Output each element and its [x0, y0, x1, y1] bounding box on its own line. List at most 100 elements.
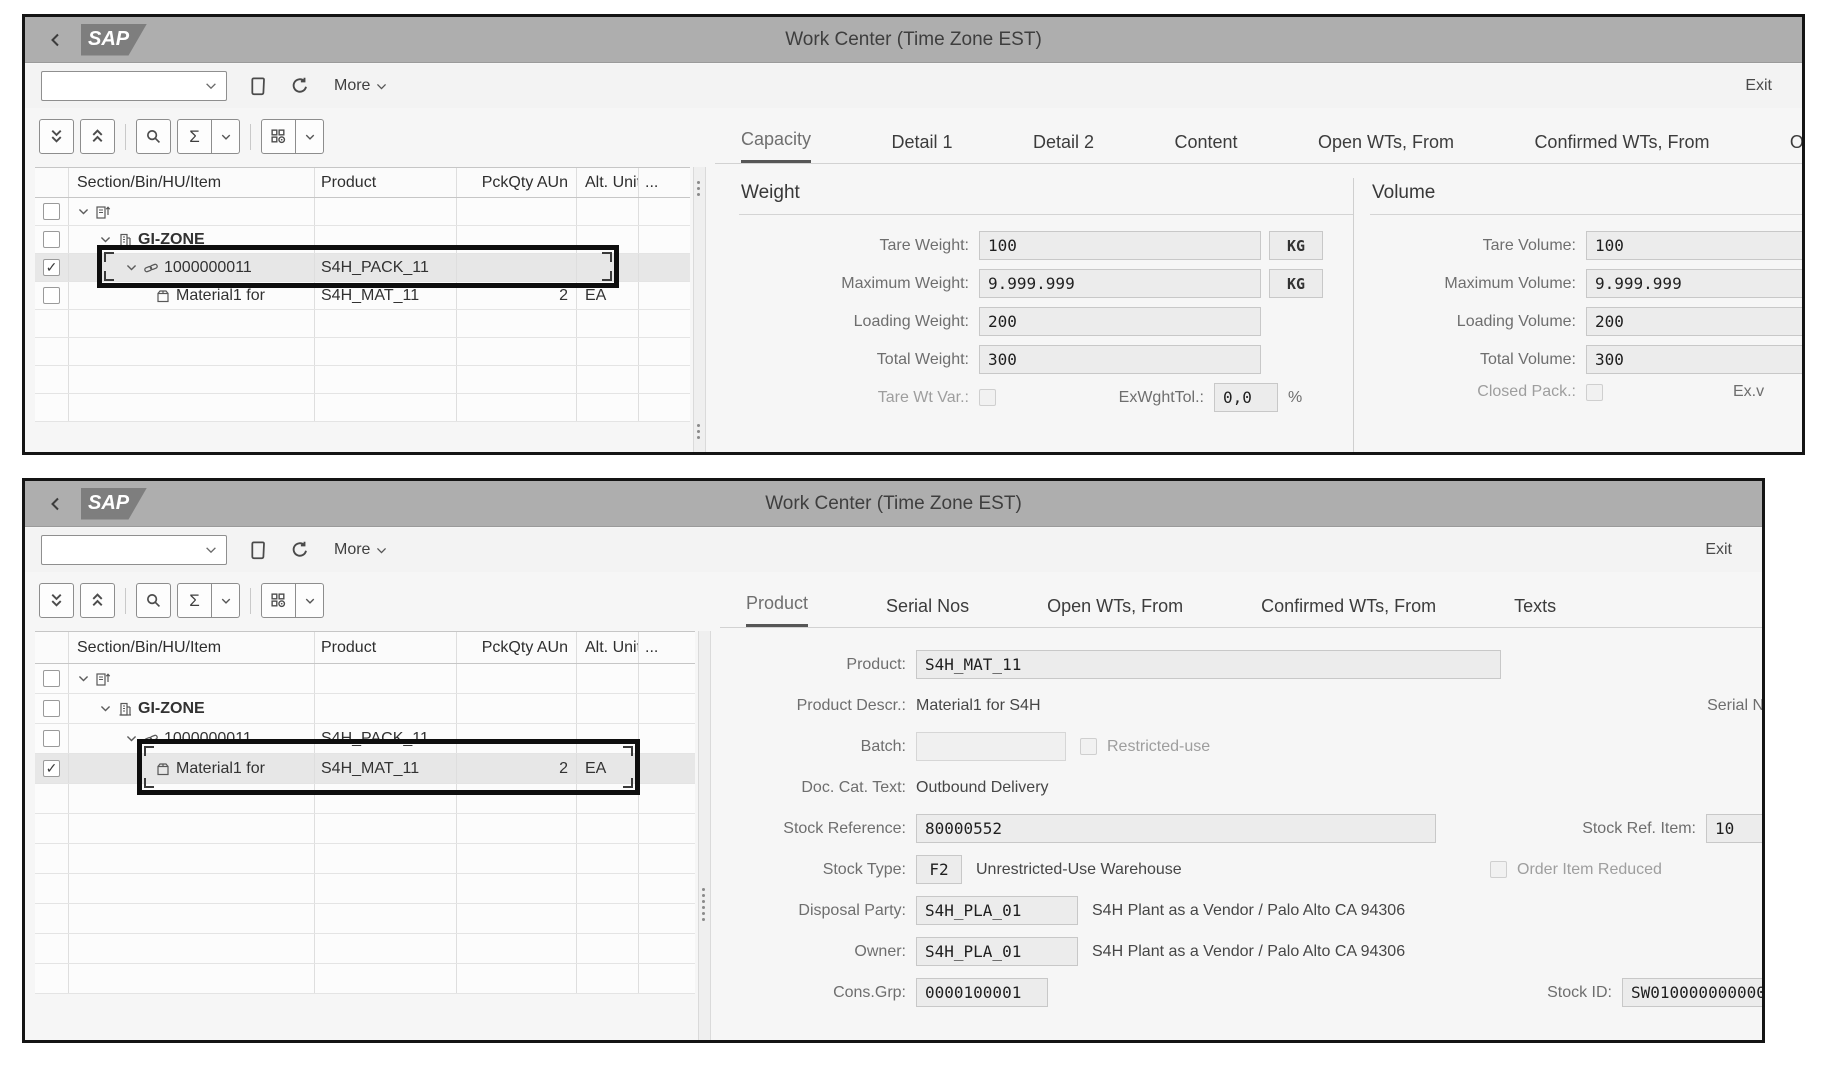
tree-row-material-item[interactable]: Material1 for S4H_MAT_11 2 EA	[35, 282, 690, 310]
collapse-all-button[interactable]	[80, 583, 115, 618]
row-checkbox[interactable]	[43, 670, 60, 687]
chevron-down-icon[interactable]	[77, 672, 90, 685]
maximum-weight-unit-input[interactable]: KG	[1269, 269, 1323, 298]
tab-content[interactable]: Content	[1174, 132, 1238, 152]
tree-row-handling-unit[interactable]: 1000000011 S4H_PACK_11	[35, 724, 695, 754]
tree-row-zone[interactable]: GI-ZONE	[35, 226, 690, 254]
batch-input[interactable]	[916, 732, 1066, 761]
restricted-use-checkbox[interactable]	[1080, 738, 1097, 755]
maximum-volume-input[interactable]: 9.999.999	[1586, 269, 1802, 298]
tare-volume-input[interactable]: 100	[1586, 231, 1802, 260]
row-checkbox[interactable]	[43, 231, 60, 248]
excess-weight-tolerance-input[interactable]: 0,0	[1214, 383, 1278, 412]
paste-button[interactable]	[249, 540, 268, 561]
search-button[interactable]	[136, 583, 171, 618]
row-checkbox[interactable]	[43, 287, 60, 304]
maximum-weight-input[interactable]: 9.999.999	[979, 269, 1261, 298]
row-checkbox-checked[interactable]: ✓	[43, 259, 60, 276]
sum-button[interactable]: Σ	[177, 119, 212, 154]
refresh-button[interactable]	[290, 76, 310, 96]
total-volume-input[interactable]: 300	[1586, 345, 1802, 374]
command-combobox[interactable]	[41, 535, 227, 565]
loading-volume-input[interactable]: 200	[1586, 307, 1802, 336]
more-button[interactable]: More	[334, 77, 388, 95]
column-header-qty[interactable]: PckQty AUn	[457, 632, 577, 663]
column-header-section[interactable]: Section/Bin/HU/Item	[69, 632, 315, 663]
table-settings-button[interactable]	[261, 119, 296, 154]
column-header-product[interactable]: Product	[315, 632, 457, 663]
row-checkbox[interactable]	[43, 730, 60, 747]
select-all-header[interactable]	[35, 632, 69, 663]
tab-serial-nos[interactable]: Serial Nos	[886, 596, 970, 616]
tab-confirmed-wts-from[interactable]: Confirmed WTs, From	[1261, 596, 1437, 616]
stock-ref-item-input[interactable]: 10	[1706, 814, 1762, 843]
expand-all-button[interactable]	[39, 119, 74, 154]
consolidation-group-input[interactable]: 0000100001	[916, 978, 1048, 1007]
tab-detail-2[interactable]: Detail 2	[1032, 132, 1094, 152]
back-button[interactable]	[39, 23, 73, 57]
row-checkbox[interactable]	[43, 203, 60, 220]
tree-row-material-item[interactable]: ✓ Material1 for S4H_MAT_11 2 EA	[35, 754, 695, 784]
stock-id-input[interactable]: SW01000000000011	[1622, 978, 1762, 1007]
sum-menu-button[interactable]	[212, 119, 240, 154]
disposal-party-input[interactable]: S4H_PLA_01	[916, 896, 1078, 925]
tab-texts[interactable]: Texts	[1514, 596, 1557, 616]
tab-detail-1[interactable]: Detail 1	[891, 132, 953, 152]
tab-open-wts-from[interactable]: Open WTs, From	[1317, 132, 1454, 152]
exit-button[interactable]: Exit	[1745, 77, 1772, 94]
back-button[interactable]	[39, 487, 73, 521]
column-header-product[interactable]: Product	[315, 168, 457, 197]
sum-button[interactable]: Σ	[177, 583, 212, 618]
column-header-more[interactable]: ...	[645, 173, 659, 191]
stock-type-input[interactable]: F2	[916, 855, 962, 884]
collapse-all-button[interactable]	[80, 119, 115, 154]
column-header-unit[interactable]: Alt. Unit	[577, 632, 639, 663]
select-all-header[interactable]	[35, 168, 69, 197]
tab-confirmed-wts-from[interactable]: Confirmed WTs, From	[1534, 132, 1710, 152]
search-button[interactable]	[136, 119, 171, 154]
closed-packaging-checkbox[interactable]	[1586, 383, 1603, 401]
sum-menu-button[interactable]	[212, 583, 240, 618]
table-settings-menu-button[interactable]	[296, 583, 324, 618]
tab-open-wts-to-clipped[interactable]: Ope	[1790, 132, 1802, 163]
chevron-down-icon[interactable]	[125, 261, 138, 274]
expand-all-button[interactable]	[39, 583, 74, 618]
chevron-down-icon[interactable]	[77, 205, 90, 218]
column-header-unit[interactable]: Alt. Unit	[577, 168, 639, 197]
column-header-section[interactable]: Section/Bin/HU/Item	[69, 168, 315, 197]
tab-open-wts-from[interactable]: Open WTs, From	[1047, 596, 1184, 616]
row-checkbox-checked[interactable]: ✓	[43, 760, 60, 777]
chevron-down-icon[interactable]	[125, 732, 138, 745]
collapse-all-icon	[89, 592, 106, 609]
column-header-more[interactable]: ...	[645, 638, 659, 656]
refresh-button[interactable]	[290, 540, 310, 560]
panel-splitter-scrollbar[interactable]	[693, 167, 706, 452]
tree-row-root[interactable]	[35, 664, 695, 694]
total-weight-input[interactable]: 300	[979, 345, 1261, 374]
tare-weight-variable-checkbox[interactable]	[979, 389, 996, 406]
product-input[interactable]: S4H_MAT_11	[916, 650, 1501, 679]
tab-capacity[interactable]: Capacity	[741, 129, 812, 163]
table-settings-menu-button[interactable]	[296, 119, 324, 154]
chevron-down-icon[interactable]	[99, 702, 112, 715]
row-checkbox[interactable]	[43, 700, 60, 717]
more-button[interactable]: More	[334, 541, 388, 559]
stock-reference-input[interactable]: 80000552	[916, 814, 1436, 843]
chevron-down-icon[interactable]	[99, 233, 112, 246]
command-combobox[interactable]	[41, 71, 227, 101]
tree-row-zone[interactable]: GI-ZONE	[35, 694, 695, 724]
tree-row-handling-unit[interactable]: ✓ 1000000011 S4H_PACK_11	[35, 254, 690, 282]
tab-product[interactable]: Product	[746, 593, 809, 627]
tare-weight-input[interactable]: 100	[979, 231, 1261, 260]
tree-row-root[interactable]	[35, 198, 690, 226]
exit-button[interactable]: Exit	[1705, 541, 1732, 558]
owner-input[interactable]: S4H_PLA_01	[916, 937, 1078, 966]
paste-button[interactable]	[249, 76, 268, 97]
loading-weight-input[interactable]: 200	[979, 307, 1261, 336]
panel-splitter-scrollbar[interactable]	[698, 631, 711, 1040]
table-settings-button[interactable]	[261, 583, 296, 618]
splitter-drag-handle[interactable]	[702, 886, 705, 922]
tare-weight-unit-input[interactable]: KG	[1269, 231, 1323, 260]
column-header-qty[interactable]: PckQty AUn	[457, 168, 577, 197]
order-item-reduced-checkbox[interactable]	[1490, 861, 1507, 878]
